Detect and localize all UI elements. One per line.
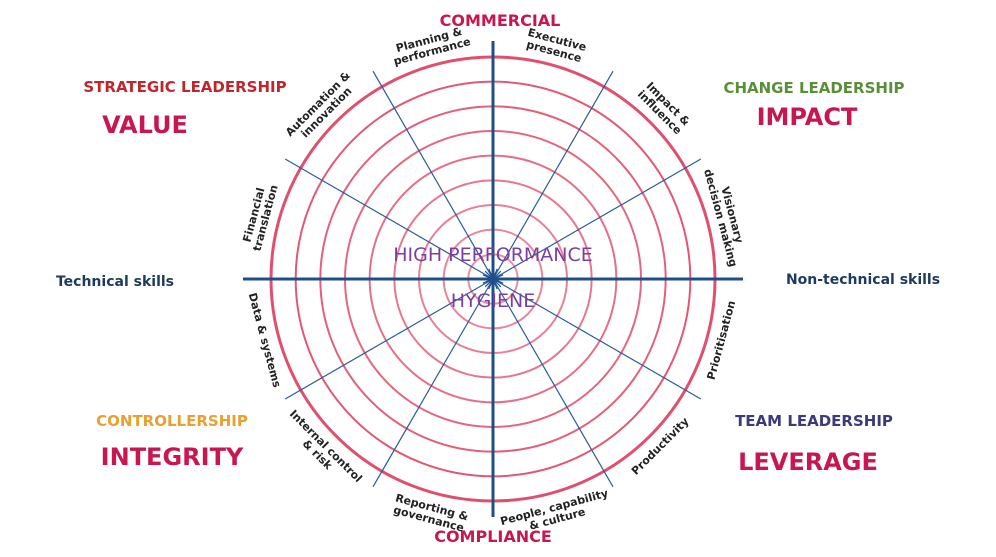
quadrant-title: CHANGE LEADERSHIP xyxy=(723,79,904,97)
segment-label: Data & systems xyxy=(246,291,284,389)
segment-label: Planning &performance xyxy=(389,23,472,68)
spoke xyxy=(372,70,494,280)
segment-label-line: Data & systems xyxy=(246,291,284,389)
bottom-label: COMPLIANCE xyxy=(434,527,552,546)
segment-label: Impact &influence xyxy=(635,79,693,137)
center-star xyxy=(482,274,504,284)
quadrant-subtitle: INTEGRITY xyxy=(101,443,244,471)
right-label: Non-technical skills xyxy=(786,272,940,288)
spoke xyxy=(492,278,702,400)
left-label: Technical skills xyxy=(56,274,174,290)
center-upper: HIGH PERFORMANCE xyxy=(393,244,593,266)
quadrant-title: TEAM LEADERSHIP xyxy=(735,412,893,430)
spoke xyxy=(492,158,702,280)
wheel: HIGH PERFORMANCEHYGIENEExecutivepresence… xyxy=(240,23,751,535)
segment-label: Visionarydecision making xyxy=(701,165,751,269)
segment-label-line: Prioritisation xyxy=(705,299,739,381)
spoke xyxy=(284,158,494,280)
top-label: COMMERCIAL xyxy=(440,11,561,30)
spoke xyxy=(284,278,494,400)
quadrant-subtitle: IMPACT xyxy=(757,103,858,131)
quadrant-subtitle: VALUE xyxy=(102,111,188,139)
quadrant-subtitle: LEVERAGE xyxy=(738,448,878,476)
segment-label: Prioritisation xyxy=(705,299,739,381)
spoke xyxy=(492,70,614,280)
spoke xyxy=(372,278,494,488)
quadrant-title: STRATEGIC LEADERSHIP xyxy=(83,78,286,96)
quadrant-title: CONTROLLERSHIP xyxy=(96,412,248,430)
center-lower: HYGIENE xyxy=(451,290,535,312)
spoke xyxy=(492,278,614,488)
